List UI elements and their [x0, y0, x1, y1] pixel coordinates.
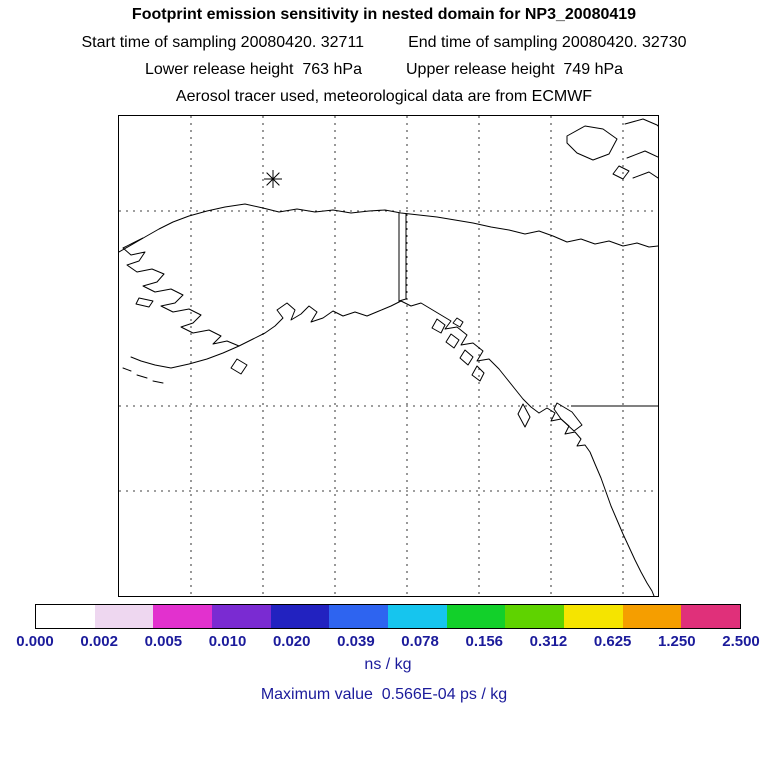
colorbar-segment: [505, 605, 565, 628]
map-canvas: [119, 116, 658, 596]
alaska-canada-border: [398, 213, 407, 302]
gridlines: [119, 116, 658, 596]
colorbar-segment: [681, 605, 741, 628]
colorbar-tick-label: 0.312: [529, 633, 568, 650]
colorbar-units: ns / kg: [364, 656, 412, 673]
colorbar-segment: [564, 605, 623, 628]
start-time-label: Start time of sampling 20080420. 32711: [81, 34, 365, 51]
colorbar-segment: [153, 605, 213, 628]
release-marker-asterisk: [264, 170, 282, 188]
colorbar-tick-label: 2.500: [722, 633, 760, 650]
colorbar-tick-label: 0.000: [16, 633, 54, 650]
lower-release-height-label: Lower release height 763 hPa: [144, 61, 362, 78]
colorbar-segment: [94, 605, 154, 628]
colorbar-tick-label: 0.039: [337, 633, 375, 650]
colorbar-tick-label: 0.010: [208, 633, 247, 650]
upper-release-height-label: Upper release height 749 hPa: [406, 61, 624, 78]
colorbar-segment: [388, 605, 447, 628]
figure-title: Footprint emission sensitivity in nested…: [131, 6, 637, 23]
max-value-label: Maximum value 0.566E-04 ps / kg: [260, 686, 508, 703]
colorbar-segment: [270, 605, 330, 628]
colorbar-tick-label: 0.020: [272, 633, 311, 650]
colorbar: [35, 604, 741, 629]
tracer-info-label: Aerosol tracer used, meteorological data…: [175, 88, 593, 105]
coastline-paths: [119, 118, 658, 596]
colorbar-segment: [622, 605, 682, 628]
colorbar-tick-label: 0.005: [144, 633, 183, 650]
colorbar-segment: [36, 605, 95, 628]
colorbar-tick-label: 0.002: [80, 633, 118, 650]
colorbar-tick-label: 0.156: [465, 633, 504, 650]
colorbar-segment: [446, 605, 506, 628]
colorbar-segment: [212, 605, 271, 628]
colorbar-tick-label: 0.078: [401, 633, 439, 650]
map-panel: [118, 115, 659, 597]
sampling-time-row: Start time of sampling 20080420. 32711 E…: [0, 34, 768, 52]
colorbar-labels: 0.000 0.002 0.005 0.010 0.020 0.039 0.078 0.156…: [0, 633, 768, 651]
release-height-row: Lower release height 763 hPa Upper relea…: [0, 61, 768, 79]
colorbar-tick-label: 0.625: [593, 633, 632, 650]
colorbar-tick-label: 1.250: [658, 633, 696, 650]
end-time-label: End time of sampling 20080420. 32730: [408, 34, 687, 51]
colorbar-segment: [329, 605, 389, 628]
